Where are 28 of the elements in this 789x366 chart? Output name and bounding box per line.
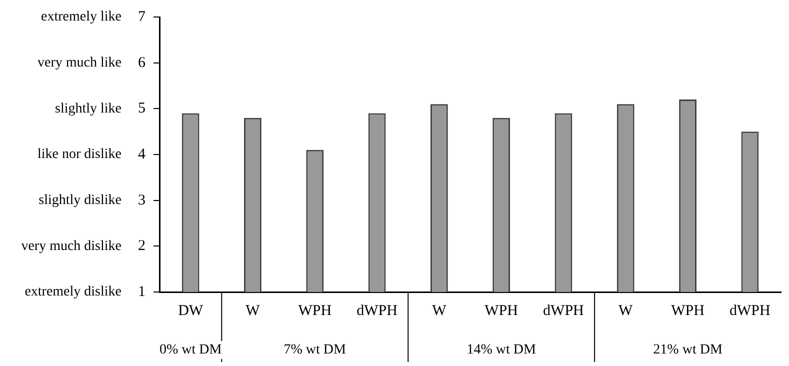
x-tick-label: W <box>246 302 261 319</box>
y-tick-label: 3 <box>138 192 146 208</box>
y-tick-label: 2 <box>138 238 146 254</box>
x-tick-label: WPH <box>484 302 518 319</box>
text: extremely like <box>41 10 122 25</box>
y-tick-label: 7 <box>138 8 146 25</box>
y-tick-label: 1 <box>138 284 146 300</box>
text: 14% wt DM <box>466 342 536 358</box>
y-tick-label: 5 <box>138 100 146 117</box>
text: like nor dislike <box>38 147 122 162</box>
text: very much dislike <box>21 238 122 254</box>
x-tick-label: WPH <box>298 302 332 319</box>
text: slightly like <box>55 101 122 116</box>
x-tick-label: dWPH <box>730 302 771 319</box>
x-tick-label: W <box>432 302 448 319</box>
text: 7% wt DM <box>284 342 347 358</box>
text: slightly dislike <box>38 193 122 208</box>
x-tick-label: DW <box>178 302 204 319</box>
text: 21% wt DM <box>653 342 723 358</box>
x-tick-label: WPH <box>671 302 705 319</box>
x-tick-label: dWPH <box>356 302 398 319</box>
text: extremely dislike <box>24 284 122 300</box>
y-tick-label: 6 <box>138 54 146 71</box>
x-tick-label: dWPH <box>543 302 584 319</box>
text: very much like <box>38 56 122 71</box>
text: 0% wt DM <box>159 342 222 358</box>
x-tick-label: W <box>618 302 634 319</box>
y-tick-label: 4 <box>138 146 146 162</box>
